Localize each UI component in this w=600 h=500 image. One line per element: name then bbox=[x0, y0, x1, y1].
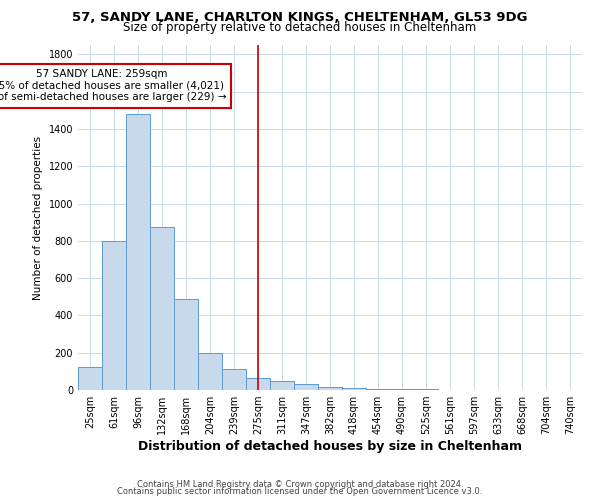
Bar bbox=[270, 380, 294, 390]
Text: 57, SANDY LANE, CHARLTON KINGS, CHELTENHAM, GL53 9DG: 57, SANDY LANE, CHARLTON KINGS, CHELTENH… bbox=[72, 11, 528, 24]
Text: Size of property relative to detached houses in Cheltenham: Size of property relative to detached ho… bbox=[124, 21, 476, 34]
Bar bbox=[366, 389, 390, 390]
Bar bbox=[342, 388, 366, 390]
Text: 57 SANDY LANE: 259sqm
← 95% of detached houses are smaller (4,021)
5% of semi-de: 57 SANDY LANE: 259sqm ← 95% of detached … bbox=[0, 69, 226, 102]
Text: Contains HM Land Registry data © Crown copyright and database right 2024.: Contains HM Land Registry data © Crown c… bbox=[137, 480, 463, 489]
Bar bbox=[246, 378, 270, 390]
Bar bbox=[318, 386, 342, 390]
Bar bbox=[150, 227, 174, 390]
Bar bbox=[174, 298, 198, 390]
Bar bbox=[222, 370, 246, 390]
Bar bbox=[102, 241, 126, 390]
Bar bbox=[294, 384, 318, 390]
Y-axis label: Number of detached properties: Number of detached properties bbox=[33, 136, 43, 300]
X-axis label: Distribution of detached houses by size in Cheltenham: Distribution of detached houses by size … bbox=[138, 440, 522, 453]
Bar bbox=[126, 114, 150, 390]
Bar bbox=[198, 352, 222, 390]
Bar bbox=[78, 366, 102, 390]
Text: Contains public sector information licensed under the Open Government Licence v3: Contains public sector information licen… bbox=[118, 487, 482, 496]
